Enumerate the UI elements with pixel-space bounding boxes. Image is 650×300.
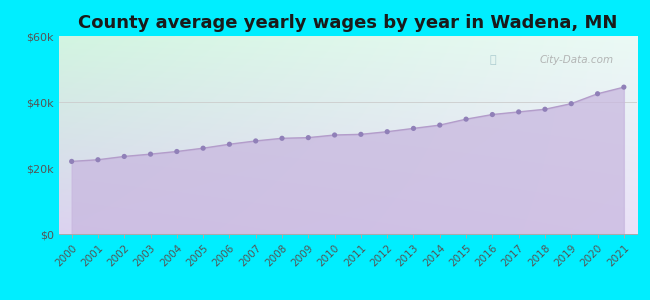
Point (93, 157, 103, 162)
Text: ⓘ: ⓘ (489, 55, 496, 65)
Point (514, 110, 524, 114)
Text: City-Data.com: City-Data.com (540, 55, 614, 65)
Point (172, 149, 182, 154)
Point (356, 132, 366, 137)
Title: County average yearly wages by year in Wadena, MN: County average yearly wages by year in W… (78, 14, 618, 32)
Point (66, 159, 77, 164)
Point (330, 133, 340, 137)
Point (488, 112, 498, 117)
Point (461, 117, 471, 122)
Point (566, 101, 577, 106)
Point (146, 152, 156, 157)
Point (198, 146, 208, 151)
Point (382, 129, 393, 134)
Point (435, 123, 445, 128)
Point (408, 126, 419, 131)
Point (619, 85, 629, 90)
Point (119, 154, 129, 159)
Point (250, 139, 261, 143)
Point (540, 107, 550, 112)
Point (277, 136, 287, 141)
Point (592, 91, 603, 96)
Point (303, 135, 313, 140)
Point (224, 142, 235, 147)
